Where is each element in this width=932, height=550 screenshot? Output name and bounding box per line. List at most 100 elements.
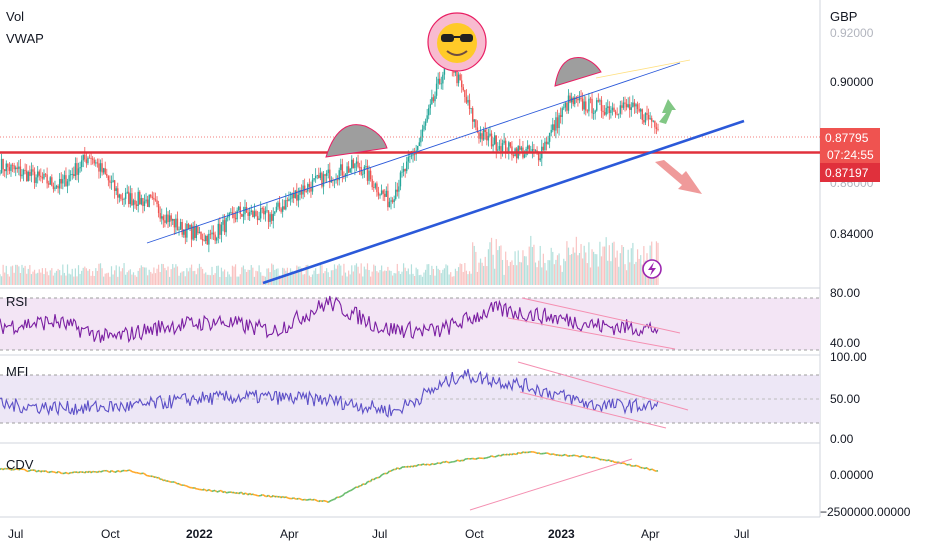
smiling-face-with-sunglasses-icon[interactable] [427, 12, 487, 72]
cdv-segment [500, 454, 504, 457]
volume-bar [18, 266, 20, 285]
volume-bar [351, 265, 353, 285]
volume-bar [522, 250, 524, 285]
cdv-segment [87, 470, 91, 474]
candle-body [256, 216, 259, 221]
candle-body [283, 206, 285, 210]
cdv-segment [96, 470, 100, 474]
candle-body [289, 198, 292, 200]
volume-bar [409, 274, 411, 285]
candle-body [580, 97, 582, 99]
cdv-segment [272, 494, 276, 498]
candle-body [143, 201, 146, 207]
volume-bar [296, 265, 298, 285]
candle-body [442, 74, 444, 84]
lightning-icon[interactable] [642, 259, 662, 279]
cdv-segment [167, 480, 170, 483]
volume-bar [549, 260, 551, 285]
cdv-segment [330, 498, 334, 502]
volume-bar [365, 269, 367, 285]
cdv-segment [491, 455, 494, 458]
volume-bar [413, 276, 416, 285]
cdv-segment [304, 498, 307, 501]
volume-bar [338, 263, 340, 285]
support-level-value: 0.87197 [825, 166, 869, 180]
volume-bar [313, 270, 315, 285]
candle-body [40, 175, 42, 177]
volume-bar [357, 266, 359, 285]
volume-bar [564, 261, 566, 285]
cdv-segment [594, 456, 598, 459]
candle-body [610, 110, 612, 113]
volume-bar [531, 247, 533, 285]
candle-body [432, 97, 435, 102]
candle-body [344, 174, 347, 176]
candle-body [74, 163, 77, 177]
cdv-segment [274, 495, 277, 498]
cdv-segment [18, 468, 21, 471]
candle-body [225, 217, 227, 233]
cdv-segment [387, 470, 391, 474]
cdv-segment [459, 459, 463, 462]
volume-bar [321, 265, 323, 285]
volume-bar [300, 268, 303, 285]
down-arrow-icon[interactable] [655, 160, 702, 194]
last-price-tag[interactable]: 0.87795 07:24:55 0.87197 [820, 128, 880, 182]
resistance-dome-shape[interactable] [554, 57, 602, 87]
volume-bar [161, 263, 163, 285]
candle-body [18, 166, 20, 169]
candle-body [241, 213, 243, 217]
cdv-segment [395, 467, 398, 470]
volume-bar [114, 270, 116, 285]
cdv-segment [321, 499, 324, 503]
up-arrow-icon[interactable] [659, 99, 676, 124]
cdv-segment [407, 465, 411, 468]
candle-body [208, 233, 210, 245]
candle-body [112, 180, 114, 182]
cdv-segment [173, 481, 177, 484]
volume-bar [566, 241, 568, 285]
cdv-segment [373, 477, 376, 481]
candle-body [572, 97, 574, 105]
cdv-segment [5, 467, 9, 470]
candle-body [291, 193, 293, 199]
volume-bar [106, 273, 108, 285]
candle-body [497, 149, 499, 151]
candle-body [153, 197, 155, 200]
cdv-segment [312, 498, 315, 501]
volume-bar [104, 273, 106, 285]
volume-bar [577, 255, 579, 285]
channel-upper-line[interactable] [146, 62, 681, 244]
candle-body [398, 186, 400, 192]
volume-bar [132, 272, 135, 285]
candle-body [85, 159, 88, 164]
cdv-segment [352, 487, 356, 490]
channel-lower-line[interactable] [262, 119, 745, 285]
volume-bar [434, 275, 436, 285]
volume-bar [123, 263, 125, 285]
cdv-segment [43, 470, 46, 473]
candle-body [206, 235, 208, 245]
volume-bar [611, 242, 614, 285]
volume-bar [179, 272, 182, 285]
cdv-segment [27, 469, 31, 473]
cdv-segment [522, 451, 525, 454]
candle-body [437, 78, 439, 84]
candle-body [418, 142, 420, 146]
volume-bar [362, 276, 364, 285]
candle-body [264, 210, 267, 215]
candle-body [60, 178, 62, 184]
resistance-dome-shape[interactable] [325, 124, 388, 158]
candle-body [181, 221, 183, 235]
volume-bar [245, 271, 248, 285]
candle-body [253, 211, 256, 218]
cdv-segment [604, 459, 607, 462]
candle-body [555, 117, 557, 131]
candle-body [294, 190, 296, 199]
volume-bar [585, 252, 587, 285]
volume-bar [260, 272, 262, 285]
volume-bar [539, 245, 541, 285]
candle-body [300, 190, 303, 195]
volume-bar [82, 267, 84, 285]
